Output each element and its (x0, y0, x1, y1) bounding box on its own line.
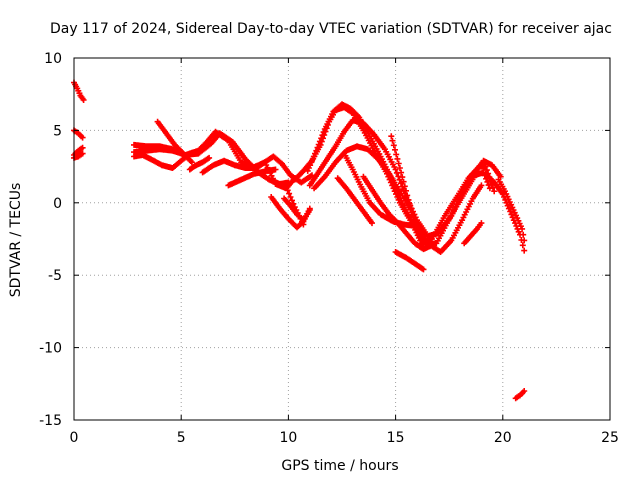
axis-ticks: 0 5 10 15 20 25 -15 -10 -5 0 5 10 (39, 51, 619, 446)
series-arc-10 (199, 153, 315, 186)
series-points (311, 143, 485, 255)
y-tick-label: -15 (39, 413, 62, 429)
series-arc-9 (186, 154, 213, 173)
series-points (154, 118, 195, 166)
series-arc-2 (71, 127, 86, 141)
y-tick-label: -5 (48, 268, 62, 284)
series-points (388, 133, 427, 251)
y-tick-label: 5 (53, 123, 62, 139)
chart-title: Day 117 of 2024, Sidereal Day-to-day VTE… (50, 21, 612, 37)
grid-lines (74, 58, 610, 420)
series-points (461, 220, 485, 247)
series-arc-18 (311, 143, 485, 255)
series-arc-25 (482, 170, 528, 254)
series-arc-19 (334, 175, 375, 227)
series-arc-27 (512, 388, 528, 402)
series-points (334, 175, 375, 227)
series-points (495, 176, 528, 244)
x-tick-label: 15 (387, 430, 405, 446)
series-arc-14 (283, 183, 307, 228)
plot-frame (73, 57, 611, 421)
series-points (199, 153, 315, 186)
series-arc-8 (154, 118, 195, 166)
series-arc-11 (225, 166, 279, 189)
data-series (71, 79, 528, 402)
series-arc-1 (71, 79, 87, 103)
series-points (392, 249, 427, 273)
x-tick-label: 25 (601, 430, 619, 446)
y-tick-label: 0 (53, 196, 62, 212)
series-arc-26 (495, 176, 528, 244)
x-tick-label: 20 (494, 430, 512, 446)
x-tick-label: 5 (177, 430, 186, 446)
y-axis-label: SDTVAR / TECUs (8, 183, 24, 298)
series-arc-24 (461, 220, 485, 247)
x-tick-label: 0 (70, 430, 79, 446)
series-points (71, 79, 87, 103)
series-points (512, 388, 528, 402)
x-axis-label: GPS time / hours (281, 458, 398, 474)
series-points (225, 166, 279, 189)
series-points (482, 170, 528, 254)
series-arc-23 (392, 249, 427, 273)
series-points (71, 127, 86, 141)
series-arc-22 (388, 133, 427, 251)
series-points (186, 154, 213, 173)
x-tick-label: 10 (279, 430, 297, 446)
y-tick-label: 10 (44, 51, 62, 67)
y-tick-label: -10 (39, 341, 62, 357)
series-points (283, 183, 307, 228)
